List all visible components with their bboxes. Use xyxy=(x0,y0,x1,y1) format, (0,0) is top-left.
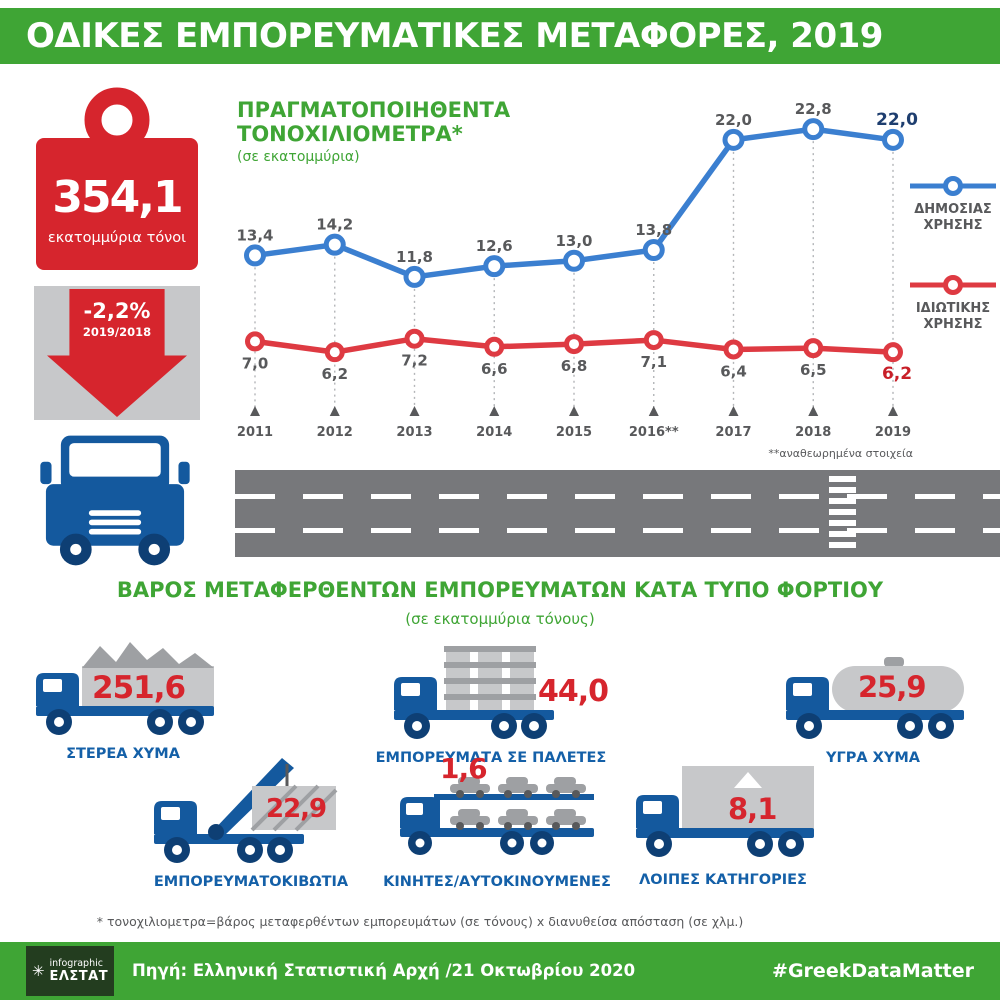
chart-title: ΠΡΑΓΜΑΤΟΠΟΙΗΘΕΝΤΑ ΤΟΝΟΧΙΛΙΟΜΕΤΡΑ* (σε εκ… xyxy=(237,98,510,165)
svg-text:2017: 2017 xyxy=(715,425,751,440)
svg-text:2016**: 2016** xyxy=(629,425,679,440)
cargo-section-title: ΒΑΡΟΣ ΜΕΤΑΦΕΡΘΕΝΤΩΝ ΕΜΠΟΡΕΥΜΑΤΩΝ ΚΑΤΑ ΤΥ… xyxy=(116,578,884,602)
cargo-item-mobile-self-propelled: 1,6 ΚΙΝΗΤΕΣ/ΑΥΤΟΚΙΝΟΥΜΕΝΕΣ xyxy=(383,752,611,890)
chart-title-line2: ΤΟΝΟΧΙΛΙΟΜΕΤΡΑ* xyxy=(237,122,463,147)
svg-text:22,8: 22,8 xyxy=(795,100,832,118)
bulk-truck-icon xyxy=(36,642,214,735)
cargo-item-containers: 22,9 ΕΜΠΟΡΕΥΜΑΤΟΚΙΒΩΤΙΑ xyxy=(146,746,356,890)
summary-panel: 354,1 εκατομμύρια τόνοι -2,2% 2019/2018 xyxy=(32,84,202,594)
total-tonnes-value: 354,1 xyxy=(52,172,183,223)
cargo-label-liquid-bulk: ΥΓΡΑ ΧΥΜΑ xyxy=(826,750,920,766)
cargo-item-other-categories: 8,1 ΛΟΙΠΕΣ ΚΑΤΗΓΟΡΙΕΣ xyxy=(628,758,818,888)
legend-item-private-use: ΙΔΙΩΤΙΚΗΣ ΧΡΗΣΗΣ xyxy=(908,275,998,332)
svg-text:13,8: 13,8 xyxy=(635,221,672,239)
svg-text:2013: 2013 xyxy=(396,425,432,440)
svg-text:2015: 2015 xyxy=(556,425,592,440)
elstat-logo-text: infographic ΕΛΣΤΑΤ xyxy=(49,957,109,984)
legend-label-public-use: ΔΗΜΟΣΙΑΣ ΧΡΗΣΗΣ xyxy=(914,202,992,233)
cargo-value-solid-bulk: 251,6 xyxy=(92,670,186,706)
container-crane-truck-icon xyxy=(154,758,338,863)
cargo-value-mobile: 1,6 xyxy=(440,752,488,785)
legend-item-public-use: ΔΗΜΟΣΙΑΣ ΧΡΗΣΗΣ xyxy=(908,176,998,233)
source-text: Πηγή: Ελληνική Στατιστική Αρχή /21 Οκτωβ… xyxy=(132,961,636,980)
cargo-label-solid-bulk: ΣΤΕΡΕΑ ΧΥΜΑ xyxy=(66,746,180,762)
svg-text:7,1: 7,1 xyxy=(640,353,667,371)
svg-text:7,2: 7,2 xyxy=(401,352,428,370)
cargo-item-liquid-bulk: 25,9 ΥΓΡΑ ΧΥΜΑ xyxy=(778,640,968,766)
box-truck-icon xyxy=(636,766,814,857)
road-graphic xyxy=(235,470,1000,557)
legend-label-private-use: ΙΔΙΩΤΙΚΗΣ ΧΡΗΣΗΣ xyxy=(915,301,991,332)
header-bar: ΟΔΙΚΕΣ ΕΜΠΟΡΕΥΜΑΤΙΚΕΣ ΜΕΤΑΦΟΡΕΣ, 2019 xyxy=(0,8,1000,64)
total-tonnes-unit: εκατομμύρια τόνοι xyxy=(47,230,187,246)
decrease-arrow-icon: -2,2% 2019/2018 xyxy=(47,289,187,417)
svg-text:6,2: 6,2 xyxy=(321,365,348,383)
revision-note: **αναθεωρημένα στοιχεία xyxy=(768,447,913,460)
tanker-truck-icon xyxy=(786,657,964,739)
cargo-label-other: ΛΟΙΠΕΣ ΚΑΤΗΓΟΡΙΕΣ xyxy=(639,872,807,888)
lane-marking-top xyxy=(235,494,1000,499)
cargo-item-solid-bulk: 251,6 ΣΤΕΡΕΑ ΧΥΜΑ xyxy=(28,636,218,762)
cargo-value-pallets: 44,0 xyxy=(538,674,609,709)
chart-legend: ΔΗΜΟΣΙΑΣ ΧΡΗΣΗΣ ΙΔΙΩΤΙΚΗΣ ΧΡΗΣΗΣ xyxy=(908,176,998,332)
cargo-label-containers: ΕΜΠΟΡΕΥΜΑΤΟΚΙΒΩΤΙΑ xyxy=(153,874,349,890)
svg-text:6,2: 6,2 xyxy=(882,364,912,384)
svg-text:13,4: 13,4 xyxy=(236,226,273,244)
page-title: ΟΔΙΚΕΣ ΕΜΠΟΡΕΥΜΑΤΙΚΕΣ ΜΕΤΑΦΟΡΕΣ, 2019 xyxy=(26,16,883,56)
svg-text:22,0: 22,0 xyxy=(715,111,752,129)
svg-text:2011: 2011 xyxy=(237,425,273,440)
cargo-item-pallets: 44,0 ΕΜΠΟΡΕΥΜΑΤΑ ΣΕ ΠΑΛΕΤΕΣ xyxy=(376,640,609,766)
svg-text:13,0: 13,0 xyxy=(555,232,592,250)
crosswalk xyxy=(829,476,856,551)
svg-text:22,0: 22,0 xyxy=(876,110,918,130)
truck-front-icon xyxy=(40,435,190,566)
lane-marking-bottom xyxy=(235,528,1000,533)
change-value: -2,2% xyxy=(83,299,151,323)
footer-bar: ✳ infographic ΕΛΣΤΑΤ Πηγή: Ελληνική Στατ… xyxy=(0,942,1000,1000)
cargo-label-pallets: ΕΜΠΟΡΕΥΜΑΤΑ ΣΕ ΠΑΛΕΤΕΣ xyxy=(375,750,607,766)
svg-text:6,4: 6,4 xyxy=(720,362,747,380)
pallet-truck-icon xyxy=(394,646,554,739)
elstat-logo: ✳ infographic ΕΛΣΤΑΤ xyxy=(26,946,114,996)
svg-text:2018: 2018 xyxy=(795,425,831,440)
svg-text:12,6: 12,6 xyxy=(476,237,513,255)
cargo-value-containers: 22,9 xyxy=(266,794,327,824)
cargo-value-liquid-bulk: 25,9 xyxy=(858,670,927,704)
svg-text:6,6: 6,6 xyxy=(481,360,508,378)
cargo-section-subtitle: (σε εκατομμύρια τόνους) xyxy=(405,610,595,628)
cargo-value-other: 8,1 xyxy=(728,792,777,826)
weight-icon xyxy=(36,87,198,270)
cargo-label-mobile: ΚΙΝΗΤΕΣ/ΑΥΤΟΚΙΝΟΥΜΕΝΕΣ xyxy=(383,874,611,890)
svg-text:11,8: 11,8 xyxy=(396,248,433,266)
tonne-km-footnote: * τονοχιλιομετρα=βάρος μεταφερθέντων εμπ… xyxy=(96,914,744,929)
legend-line-blue-icon xyxy=(910,176,996,196)
hashtag: #GreekDataMatter xyxy=(772,960,974,982)
svg-text:6,5: 6,5 xyxy=(800,361,827,379)
line-chart: 2011 2012 2013 2014 2015 2016** 2017 2018 2019 13… xyxy=(236,100,918,440)
change-period: 2019/2018 xyxy=(82,325,152,339)
car-carrier-truck-icon xyxy=(400,777,594,855)
change-block: -2,2% 2019/2018 xyxy=(34,286,200,420)
svg-text:7,0: 7,0 xyxy=(242,354,269,372)
svg-text:2012: 2012 xyxy=(317,425,353,440)
elstat-emblem-icon: ✳ xyxy=(31,962,45,980)
svg-text:2014: 2014 xyxy=(476,425,512,440)
svg-text:14,2: 14,2 xyxy=(316,216,353,234)
legend-line-red-icon xyxy=(910,275,996,296)
chart-title-line1: ΠΡΑΓΜΑΤΟΠΟΙΗΘΕΝΤΑ xyxy=(237,98,511,122)
svg-text:6,8: 6,8 xyxy=(561,357,588,375)
svg-text:2019: 2019 xyxy=(875,425,911,440)
chart-subtitle: (σε εκατομμύρια) xyxy=(237,149,360,166)
